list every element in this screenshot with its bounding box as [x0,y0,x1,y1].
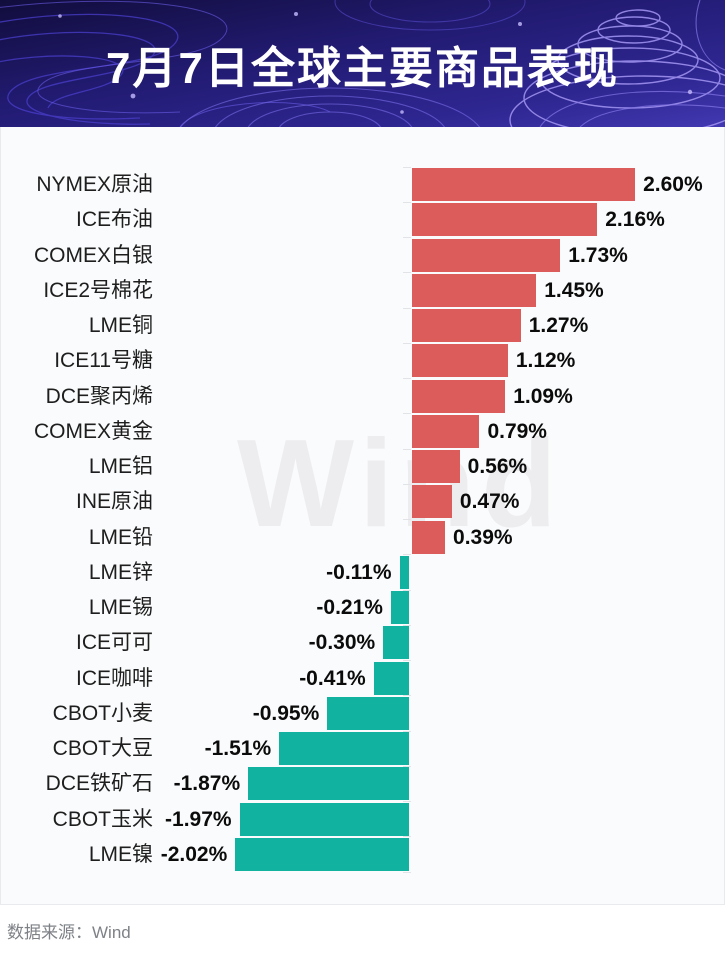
positive-bar [411,379,506,413]
category-label: ICE2号棉花 [43,278,153,302]
value-label: -2.02% [160,842,228,866]
category-label: NYMEX原油 [36,173,153,196]
header-banner: 7月7日全球主要商品表现 [0,0,725,127]
axis-tick [402,413,411,415]
footer: 数据来源：Wind [0,905,725,954]
value-label: 0.39% [453,525,513,549]
category-label: INE原油 [75,490,153,514]
axis-tick [402,519,411,520]
axis-tick [402,342,411,344]
axis-tick [402,730,411,732]
category-label: DCE铁矿石 [45,772,153,796]
positive-bar [411,203,598,237]
positive-bar [411,273,537,307]
category-label: LME锡 [88,596,153,619]
axis-tick [402,166,411,168]
contour-art-background [0,0,725,127]
positive-bar [411,344,508,378]
category-label: LME铜 [88,314,153,337]
category-label: CBOT大豆 [52,737,153,760]
category-label: DCE聚丙烯 [45,384,153,408]
axis-tick [402,307,411,309]
value-label: 0.47% [459,490,520,514]
category-label: CBOT玉米 [52,807,153,831]
data-source-label: 数据来源：Wind [7,923,131,942]
negative-bar [248,767,409,801]
category-label: LME锌 [88,560,153,584]
category-label: LME铅 [88,525,153,549]
axis-tick [402,378,411,379]
value-label: -0.41% [299,666,366,690]
category-label: ICE可可 [75,631,153,655]
axis-tick [402,871,411,873]
negative-bar [383,626,409,660]
value-label: -0.30% [308,631,376,655]
value-label: -1.51% [204,737,272,760]
value-label: -0.11% [326,560,392,584]
negative-bar [373,661,409,695]
axis-tick [402,554,411,556]
value-label: 1.73% [568,243,628,267]
positive-bar [411,520,446,554]
axis-tick [402,836,411,838]
value-label: 0.79% [487,419,547,443]
chart-card: Wind NYMEX原油 2.60% ICE布油 2.16% COMEX白银 1.73% I… [0,127,725,905]
value-label: -1.97% [165,807,232,831]
category-label: CBOT小麦 [52,701,153,725]
value-label: -0.21% [316,596,383,619]
value-label: 1.27% [528,314,589,337]
negative-bar [239,802,409,836]
positive-bar [411,168,636,201]
page-title: 7月7日全球主要商品表现 [106,43,619,93]
axis-tick [402,765,411,767]
axis-tick [402,201,411,203]
wind-watermark: Wind [237,415,563,553]
value-label: 1.09% [513,384,573,408]
category-label: ICE布油 [75,208,153,232]
positive-bar [411,238,561,272]
negative-bar [235,837,409,871]
axis-tick [402,624,411,626]
positive-bar [411,309,521,342]
axis-tick [402,483,411,485]
category-label: COMEX白银 [33,243,153,267]
positive-bar [411,414,480,448]
negative-bar [390,591,409,624]
axis-tick [402,801,411,802]
category-label: ICE11号糖 [54,349,153,373]
value-label: 1.45% [544,278,604,302]
axis-tick [402,589,411,591]
positive-bar [411,450,460,483]
value-label: -0.95% [252,701,320,725]
category-label: LME镍 [88,842,153,866]
axis-tick [402,695,411,697]
category-label: COMEX黄金 [33,419,153,443]
value-label: 2.16% [605,208,665,232]
negative-bar [327,696,409,730]
axis-tick [402,237,411,238]
negative-bar [279,732,409,765]
axis-tick [402,660,411,661]
value-label: 2.60% [643,173,703,196]
negative-bar [399,555,409,589]
category-label: LME铝 [88,455,153,478]
positive-bar [411,485,452,519]
axis-tick [402,448,411,450]
axis-tick [402,272,411,274]
category-label: ICE咖啡 [75,666,153,690]
value-label: 1.12% [515,349,576,373]
bar-chart: NYMEX原油 2.60% ICE布油 2.16% COMEX白银 1.73% ICE2号棉… [1,127,724,904]
value-label: -1.87% [173,772,241,796]
value-label: 0.56% [467,455,528,478]
